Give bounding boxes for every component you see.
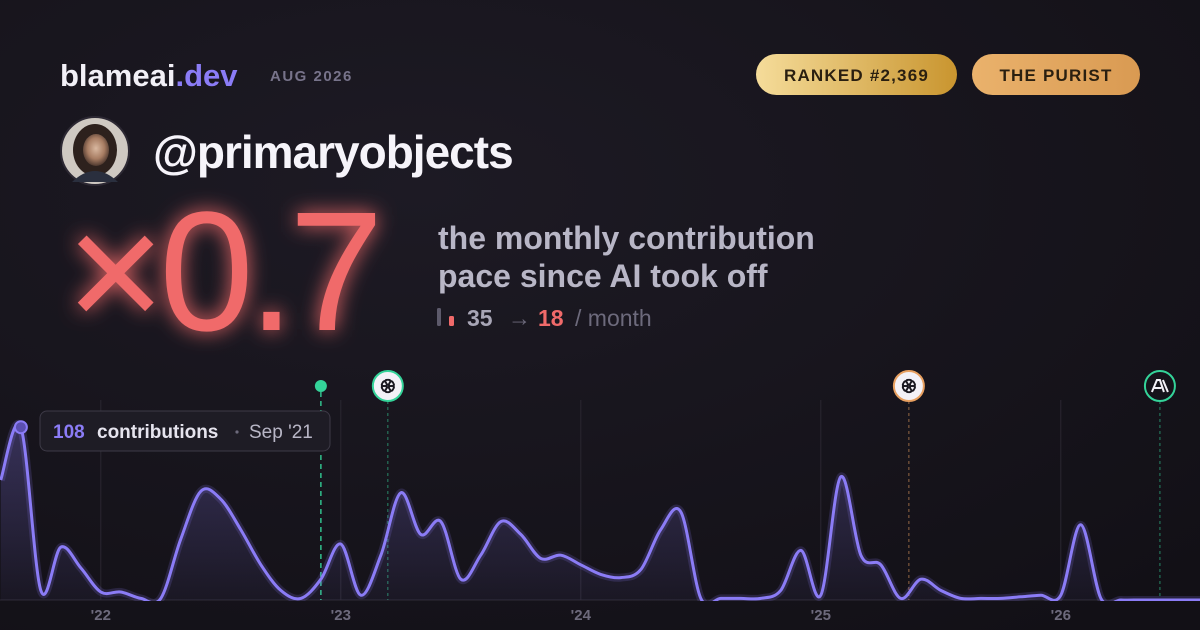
persona-badge-label: THE PURIST [999,66,1112,85]
line [0,422,1200,601]
tooltip-label: contributions [97,422,218,443]
event-badge [371,370,404,402]
event-badge [892,370,925,402]
persona-badge [972,54,1140,95]
description-line: pace since AI took off [438,258,768,294]
tooltip-separator [235,430,239,434]
event-dot [314,380,327,392]
x-tick-label: '26 [1051,607,1071,624]
event-marker [892,370,925,600]
event-marker [1143,370,1176,600]
x-tick-label: '22 [91,607,111,624]
event-icon-glyph [1150,379,1169,393]
x-tick-label: '25 [811,607,831,624]
area [0,423,1200,601]
brand-tld: .dev [175,58,238,93]
event-icon-petal [905,378,916,388]
pace-arrow: → [508,305,531,331]
x-tick-label: '23 [331,607,351,624]
description-line: the monthly contribution [438,220,815,256]
tooltip-box [39,410,331,452]
pace-before: 35 [467,305,493,331]
brand: blameai.dev [60,58,238,93]
contribution-chart: '22 '23 '24 '25 '26 108 contributions Sep '21 [0,370,1200,624]
period: AUG 2026 [270,68,353,85]
event-icon-petal [384,378,395,388]
tooltip-value: 108 [53,422,85,443]
rank-badge-label: RANKED #2,369 [784,66,929,85]
avatar [60,116,130,186]
brand-name: blameai [60,58,175,93]
username: @primaryobjects [153,126,513,178]
event-marker [371,370,404,600]
multiplier: ×0.7 [66,177,378,367]
tooltip-date: Sep '21 [249,422,313,443]
event-badge [1143,370,1176,402]
pace-unit: / month [575,305,652,331]
x-tick-label: '24 [571,607,592,624]
event-marker [314,380,327,600]
pace: 35 → 18 / month [467,305,652,331]
highlight-point [13,420,28,435]
plot [0,419,1200,601]
tooltip: 108 contributions Sep '21 [39,410,331,452]
pace-icon [437,308,454,326]
rank-badge [756,54,957,95]
pace-after: 18 [538,305,564,331]
